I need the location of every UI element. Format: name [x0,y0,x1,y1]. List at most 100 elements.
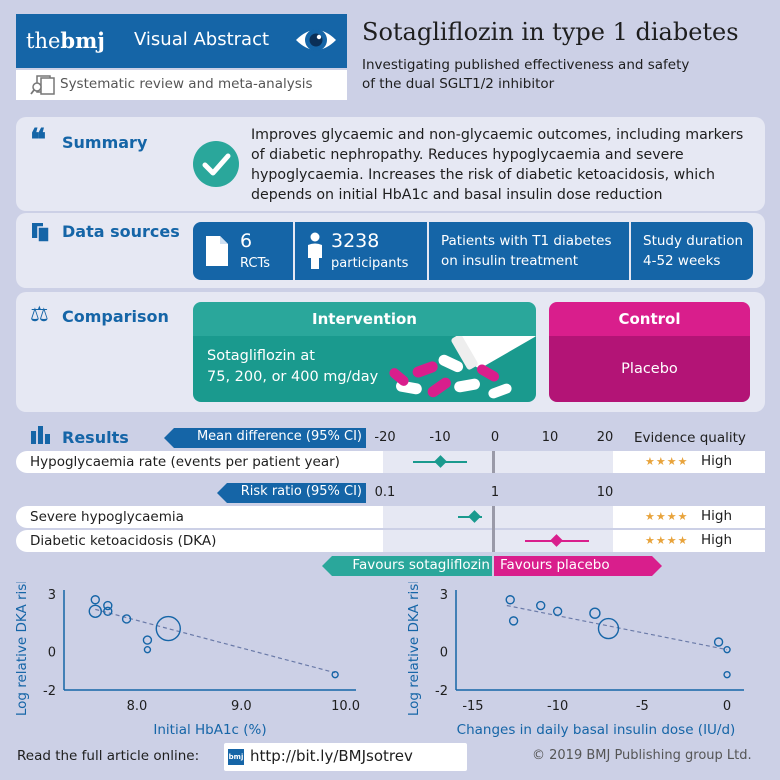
rr-label-tag [217,483,366,503]
data-point [536,600,546,611]
rcts-label: RCTs [240,256,271,271]
checkmark-icon [193,141,239,187]
patients-box: Patients with T1 diabetes on insulin tre… [429,222,629,280]
result-row-label: Hypoglycaemia rate (events per patient y… [16,451,383,473]
y-tick-label: -2 [43,684,56,699]
participants-count: 3238 [331,230,380,252]
star-rating: ★★★★ [645,534,689,547]
results-title: Results [62,428,129,447]
brand-banner: thebmj Visual Abstract [16,14,347,68]
participants-label: participants [331,256,409,271]
rcts-box: 6 RCTs [193,222,293,280]
document-icon [206,236,228,266]
evidence-quality-label: Evidence quality [634,430,746,446]
trend-line [95,608,336,674]
md-tick: -20 [374,430,396,445]
quote-icon: ❝ [30,123,47,158]
hba1c-scatter-chart: 3 0 -2 8.0 9.0 10.0 Log relative DKA risk Initi… [14,582,360,738]
article-link[interactable]: bmj http://bit.ly/BMJsotrev [224,743,467,771]
y-tick-label: 0 [440,646,448,661]
intervention-line-1: Sotagliflozin at [207,348,315,364]
duration-line-2: 4-52 weeks [643,253,721,269]
data-point [155,615,181,642]
data-point [723,645,731,654]
md-tick: 0 [490,430,500,445]
rcts-count: 6 [240,230,253,252]
md-tick: -10 [429,430,451,445]
quality-cell: ★★★★ High [613,530,765,552]
copyright: © 2019 BMJ Publishing group Ltd. [532,748,752,763]
subheading-text: Systematic review and meta-analysis [60,76,313,92]
rr-tick: 10 [596,485,614,500]
star-rating: ★★★★ [645,455,689,468]
quality-text: High [701,508,733,524]
quality-text: High [701,453,733,469]
patients-line-1: Patients with T1 diabetes [441,233,612,249]
y-axis-label: Log relative DKA risk [406,582,422,716]
md-label: Mean difference (95% CI) [196,429,362,444]
control-header: Control [549,302,750,336]
y-tick-label: -2 [435,684,448,699]
data-point [723,670,731,679]
subtitle-line-1: Investigating published effectiveness an… [362,57,690,73]
duration-line-1: Study duration [643,233,744,249]
person-icon [308,232,322,269]
summary-title: Summary [62,133,148,152]
data-point [589,607,601,619]
page-subtitle: Investigating published effectiveness an… [362,56,689,94]
data-point [143,645,152,654]
summary-panel [16,117,765,211]
scales-icon: ⚖ [30,302,49,326]
result-row-label: Severe hypoglycaemia [16,506,383,528]
x-tick-label: 8.0 [127,699,148,714]
data-point [88,604,102,618]
duration-box: Study duration 4-52 weeks [631,222,753,280]
x-tick-label: 0 [723,699,731,714]
md-tick: 10 [541,430,559,445]
y-axis-label: Log relative DKA risk [14,582,30,716]
insulin-scatter-chart: 3 0 -2 -15 -10 -5 0 Log relative DKA risk Change… [406,582,744,738]
md-label-tag [164,428,366,448]
intervention-body: Sotagliflozin at 75, 200, or 400 mg/day [193,336,536,402]
control-body: Placebo [549,336,750,402]
null-line [492,451,495,473]
x-tick-label: -15 [462,699,483,714]
x-tick-label: -5 [636,699,649,714]
favours-left-arrow [322,556,492,576]
data-point [142,635,153,645]
bmj-logo: thebmj [26,28,105,53]
article-url[interactable]: http://bit.ly/BMJsotrev [250,747,413,765]
rr-label: Risk ratio (95% CI) [240,484,362,499]
rr-tick: 1 [490,485,500,500]
favours-right-label: Favours placebo [500,557,610,573]
intervention-line-2: 75, 200, or 400 mg/day [207,369,379,385]
summary-text: Improves glycaemic and non-glycaemic out… [251,127,744,203]
y-tick-label: 3 [48,588,56,603]
rr-tick: 0.1 [374,485,396,500]
visual-abstract-label: Visual Abstract [134,29,270,50]
x-tick-label: 10.0 [331,699,360,714]
read-label: Read the full article online: [17,748,200,764]
x-tick-label: 9.0 [231,699,252,714]
page-title: Sotagliflozin in type 1 diabetes [362,18,739,46]
quality-text: High [701,532,733,548]
bmj-link-icon: bmj [228,749,244,765]
data-point [90,595,100,605]
y-tick-label: 3 [440,588,448,603]
intervention-header: Intervention [193,302,536,336]
documents-icon [32,223,50,243]
data-point [121,614,132,624]
patients-line-2: on insulin treatment [441,253,579,269]
data-point [552,606,563,616]
data-point [508,616,519,626]
null-line [492,506,495,552]
data-point [597,617,620,640]
quality-cell: ★★★★ High [613,506,765,528]
comparison-title: Comparison [62,307,169,326]
favours-right-arrow [494,556,662,576]
trend-line [506,604,728,651]
md-tick: 20 [596,430,614,445]
forest-track [383,506,613,528]
subtitle-line-2: of the dual SGLT1/2 inhibitor [362,76,555,92]
x-axis-label: Changes in daily basal insulin dose (IU/… [457,722,736,738]
